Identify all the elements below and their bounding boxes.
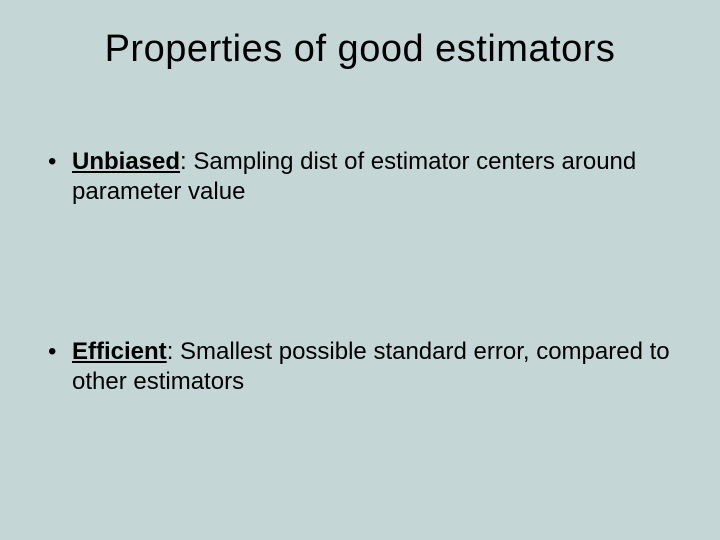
bullet-item: Efficient: Smallest possible standard er… [48, 337, 680, 397]
bullet-term: Unbiased [72, 148, 180, 175]
slide-container: Properties of good estimators Unbiased: … [0, 0, 720, 540]
bullet-item: Unbiased: Sampling dist of estimator cen… [48, 147, 680, 207]
bullet-term: Efficient [72, 338, 167, 365]
bullet-list: Unbiased: Sampling dist of estimator cen… [40, 147, 680, 397]
slide-title: Properties of good estimators [40, 28, 680, 71]
